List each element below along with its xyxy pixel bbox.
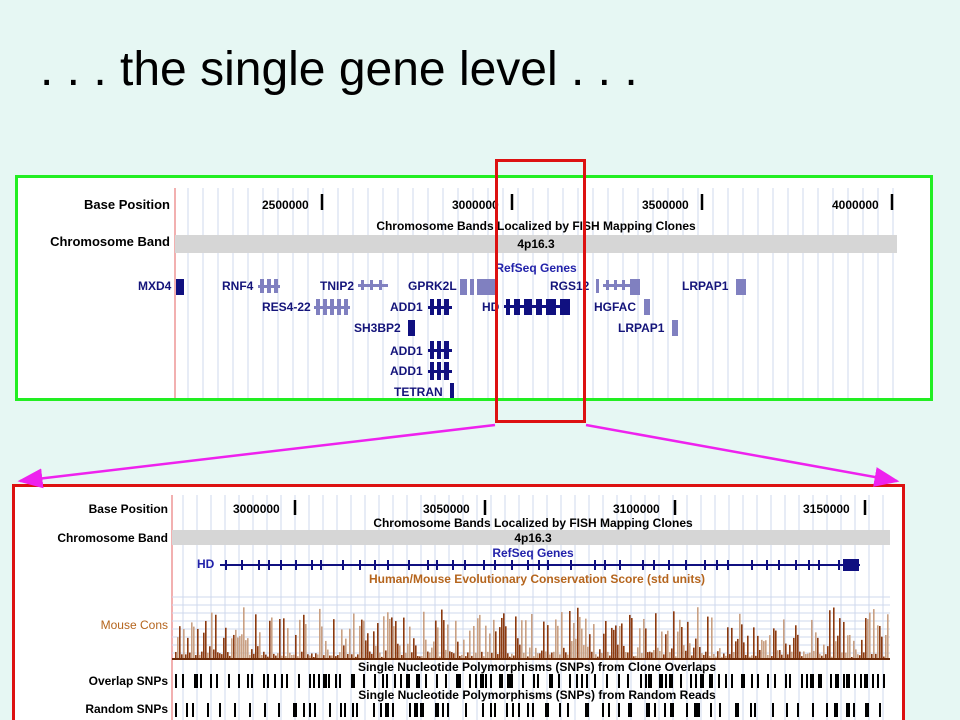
zoom-region-highlight (495, 159, 586, 423)
zoom-base-position-label: Base Position (89, 502, 168, 516)
gene-label-rgs12: RGS12 (550, 279, 590, 293)
zoom-band-name: 4p16.3 (514, 531, 552, 545)
gene-label-add1: ADD1 (390, 300, 423, 314)
overview-fish-track-label: Chromosome Bands Localized by FISH Mappi… (376, 219, 696, 233)
overview-tick-label: 3000000 (452, 198, 499, 212)
overlap-snp-marks (175, 674, 885, 688)
overview-tick-label: 4000000 (832, 198, 879, 212)
overlap-snp-track-label: Single Nucleotide Polymorphisms (SNPs) f… (358, 660, 716, 674)
mouse-cons-histogram (175, 607, 889, 659)
connector-right-arrow (585, 423, 900, 487)
zoom-tick-label: 3100000 (613, 502, 660, 516)
zoom-tick-label: 3000000 (233, 502, 280, 516)
overview-grid (187, 188, 894, 398)
gene-label-add1-2: ADD1 (390, 344, 423, 358)
zoom-track-image: Base Position Chromosome Band 3000000 30… (57, 495, 890, 720)
gene-label-lrpap1: LRPAP1 (682, 279, 729, 293)
zoom-refseq-track-label: RefSeq Genes (492, 546, 574, 560)
overview-chromosome-band-label: Chromosome Band (50, 234, 170, 249)
conservation-track-label: Human/Mouse Evolutionary Conservation Sc… (369, 572, 705, 586)
gene-label-add1-3: ADD1 (390, 364, 423, 378)
zoom-gene-label-hd: HD (197, 557, 215, 571)
overview-refseq-track-label: RefSeq Genes (495, 261, 577, 275)
overlap-snps-label: Overlap SNPs (89, 674, 169, 688)
overview-gene-glyphs (176, 279, 746, 398)
gene-label-hgfac: HGFAC (594, 300, 636, 314)
overview-tick-label: 2500000 (262, 198, 309, 212)
random-snp-marks (175, 703, 881, 717)
zoom-tick-label: 3150000 (803, 502, 850, 516)
overview-base-position-label: Base Position (84, 197, 170, 212)
random-snps-label: Random SNPs (85, 702, 168, 716)
gene-label-res4-22: RES4-22 (262, 300, 311, 314)
overview-band-bar (175, 235, 897, 253)
zoom-band-bar (172, 530, 890, 545)
overview-track-image: Base Position Chromosome Band 2500000 30… (18, 178, 897, 398)
gene-label-rnf4: RNF4 (222, 279, 254, 293)
overview-tick-label: 3500000 (642, 198, 689, 212)
random-snp-track-label: Single Nucleotide Polymorphisms (SNPs) f… (358, 688, 716, 702)
zoom-chromosome-band-label: Chromosome Band (57, 531, 168, 545)
gene-label-tnip2: TNIP2 (320, 279, 354, 293)
slide-title: . . . the single gene level . . . (40, 43, 638, 96)
gene-label-mxd4: MXD4 (138, 279, 172, 293)
zoom-panel: Base Position Chromosome Band 3000000 30… (12, 484, 905, 720)
gene-label-gprk2l: GPRK2L (408, 279, 457, 293)
zoom-fish-track-label: Chromosome Bands Localized by FISH Mappi… (373, 516, 693, 530)
gene-label-sh3bp2: SH3BP2 (354, 321, 401, 335)
hd-gene-exons (225, 559, 859, 571)
overview-panel: Base Position Chromosome Band 2500000 30… (15, 175, 933, 401)
mouse-cons-label: Mouse Cons (101, 618, 168, 632)
connector-left-arrow (17, 423, 496, 489)
gene-label-tetran: TETRAN (394, 385, 443, 398)
gene-label-lrpap1-2: LRPAP1 (618, 321, 665, 335)
overview-band-name: 4p16.3 (517, 237, 555, 251)
zoom-tick-label: 3050000 (423, 502, 470, 516)
